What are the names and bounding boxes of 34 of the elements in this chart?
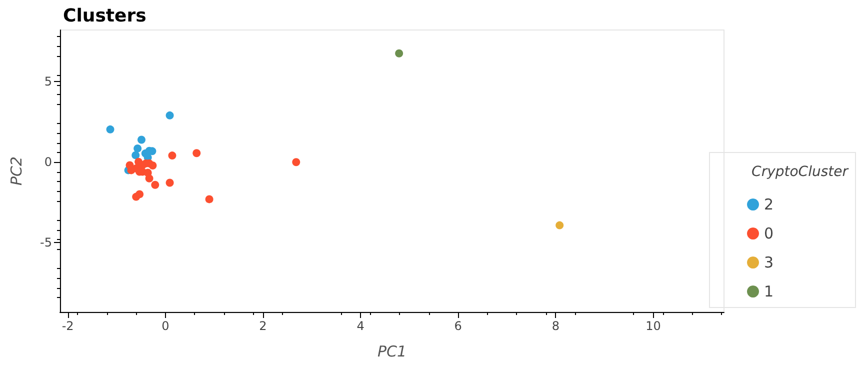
point — [166, 111, 174, 120]
point — [106, 125, 114, 134]
x-tick-label: 8 — [552, 319, 560, 333]
legend-label: 3 — [764, 254, 774, 272]
y-axis-title: PC2 — [8, 156, 26, 186]
point — [132, 192, 140, 201]
y-tick-label: 5 — [44, 74, 52, 89]
point — [205, 195, 214, 204]
point — [132, 151, 140, 160]
chart-title: Clusters — [63, 6, 146, 26]
x-tick-label: 2 — [259, 319, 267, 333]
x-tick-label: 4 — [356, 319, 364, 333]
point — [151, 180, 160, 189]
point — [134, 144, 142, 152]
y-tick-label: -5 — [40, 236, 52, 250]
x-tick-label: 10 — [646, 319, 661, 333]
point — [148, 162, 157, 170]
x-tick-label: 0 — [162, 319, 170, 333]
legend-label: 2 — [764, 196, 774, 214]
legend-label: 0 — [764, 224, 774, 242]
point — [166, 178, 174, 187]
legend-title: CryptoCluster — [752, 164, 850, 180]
x-axis-title: PC1 — [377, 342, 407, 360]
y-tick-label: 0 — [44, 155, 52, 170]
point — [168, 152, 176, 160]
x-tick-label: 6 — [454, 319, 462, 333]
point — [144, 168, 152, 177]
legend-label: 1 — [764, 282, 774, 300]
point — [556, 221, 564, 230]
point — [292, 158, 300, 166]
point — [395, 49, 404, 58]
point — [192, 149, 201, 158]
point — [137, 136, 146, 144]
x-tick-label: -2 — [62, 319, 74, 333]
